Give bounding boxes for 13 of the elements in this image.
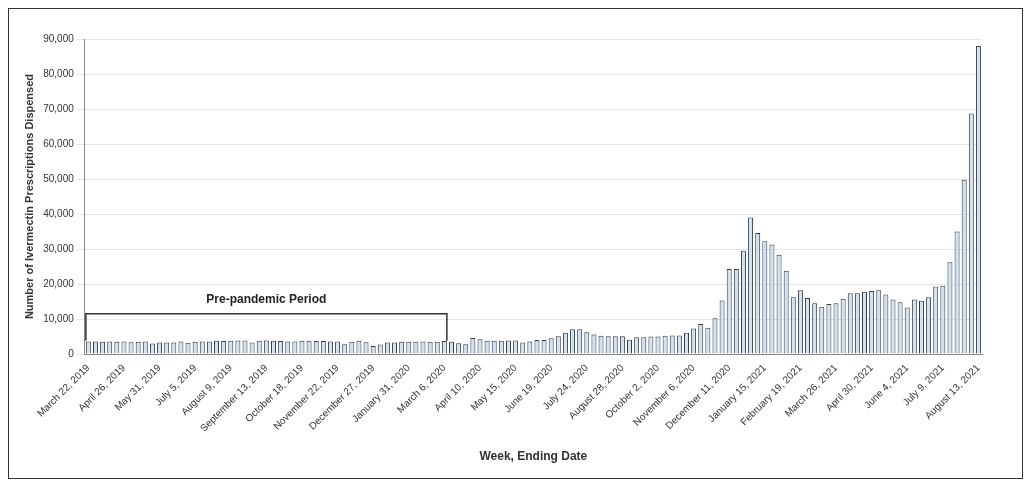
y-tick-label: 10,000 (43, 312, 75, 324)
y-tick-label: 0 (68, 347, 75, 359)
y-tick-label: 60,000 (43, 137, 75, 149)
y-axis-title: Number of Ivermectin Prescriptions Dispensed (22, 73, 35, 320)
y-tick-label: 40,000 (43, 207, 75, 219)
y-tick-label: 80,000 (43, 67, 75, 79)
y-tick-label: 90,000 (43, 32, 75, 44)
y-tick-label: 30,000 (43, 242, 75, 254)
annotation: Pre-pandemic Period (205, 291, 328, 306)
y-tick-label: 20,000 (43, 277, 75, 289)
y-tick-label: 70,000 (43, 102, 75, 114)
y-tick-label: 50,000 (43, 172, 75, 184)
x-axis-title: Week, Ending Date (479, 449, 588, 464)
